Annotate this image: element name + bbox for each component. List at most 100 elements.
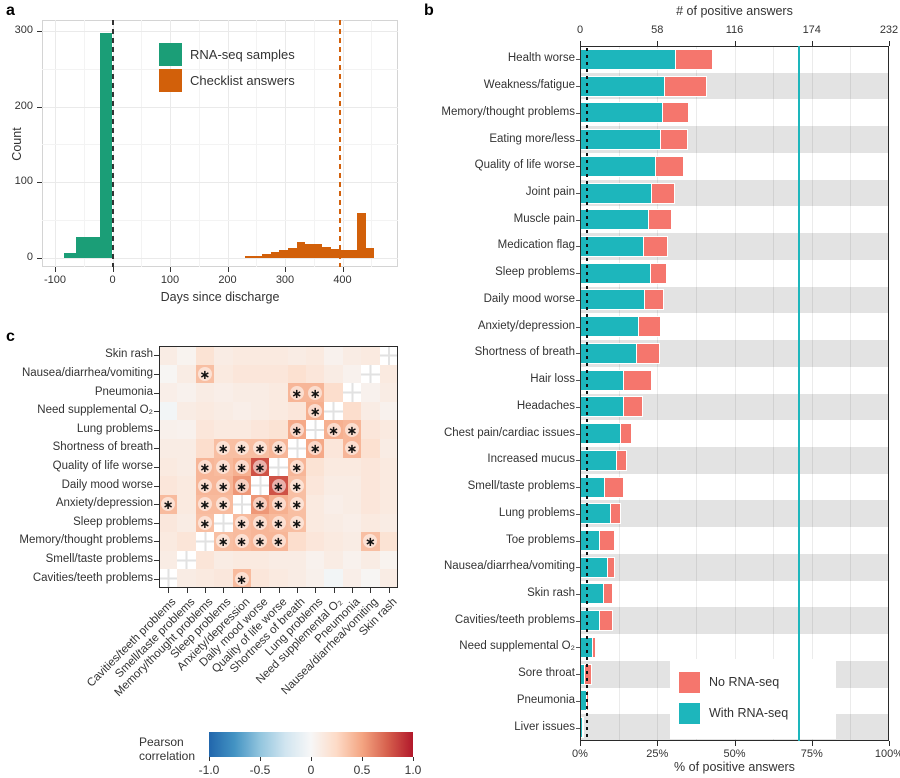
- significance-asterisk: ∗: [271, 478, 286, 494]
- reference-line: [111, 20, 114, 267]
- histogram-bar: [365, 248, 375, 258]
- significance-asterisk: ∗: [271, 497, 286, 513]
- category-label: Chest pain/cardiac issues: [443, 426, 575, 439]
- heatmap-cell-diagonal: [287, 439, 307, 459]
- gridline-v: [618, 46, 620, 741]
- left-tick: [154, 448, 159, 450]
- heatmap-cell: [306, 494, 325, 515]
- heatmap-cell: [214, 383, 234, 403]
- x-tick-label: 0: [109, 274, 116, 286]
- category-label: Anxiety/depression: [477, 319, 575, 332]
- heatmap-cell: [306, 569, 325, 589]
- left-tick: [154, 467, 159, 468]
- heatmap-row-label: Smell/taste problems: [45, 553, 153, 566]
- left-tick: [154, 392, 159, 394]
- bar-no-rnaseq: [606, 556, 615, 578]
- significance-asterisk: ∗: [326, 422, 341, 438]
- significance-asterisk: ∗: [271, 515, 286, 531]
- heatmap-cell: [361, 401, 381, 421]
- heatmap-cell: [159, 532, 178, 552]
- heatmap-cell: [159, 476, 178, 496]
- x-tick: [285, 267, 286, 272]
- colorbar-tick-label: -1.0: [198, 763, 220, 777]
- left-tick: [154, 578, 159, 580]
- row-stripe: [580, 446, 889, 474]
- category-label: Hair loss: [530, 373, 575, 386]
- significance-asterisk: ∗: [363, 534, 378, 550]
- top-tick-label: 58: [651, 24, 664, 36]
- heatmap-cell: [269, 383, 289, 403]
- y-tick: [576, 567, 580, 569]
- colorbar-tick: [362, 757, 363, 761]
- heatmap-row-label: Memory/thought problems: [19, 534, 153, 547]
- category-label: Quality of life worse: [474, 159, 575, 172]
- heatmap-cell: [379, 532, 399, 552]
- heatmap-cell: [214, 346, 234, 366]
- bar-no-rnaseq: [616, 449, 627, 471]
- bar-no-rnaseq: [664, 75, 707, 97]
- row-stripe: [580, 607, 889, 635]
- heatmap-cell-diagonal: [342, 383, 362, 403]
- panel-b-top-axis-title: # of positive answers: [676, 4, 793, 18]
- histogram-bar: [348, 250, 357, 258]
- heatmap-cell: [159, 420, 178, 440]
- heatmap-cell: [342, 494, 362, 515]
- bar-no-rnaseq: [661, 102, 690, 124]
- y-tick: [37, 182, 42, 184]
- heatmap-cell-diagonal: [214, 513, 234, 533]
- significance-asterisk: ∗: [289, 497, 304, 513]
- gridline-v: [342, 20, 344, 267]
- heatmap-cell: [379, 383, 399, 403]
- significance-asterisk: ∗: [253, 515, 268, 531]
- heatmap-row-label: Sleep problems: [73, 515, 153, 528]
- x-tick-label: -100: [43, 274, 67, 286]
- y-tick: [576, 620, 580, 622]
- histogram-bar: [76, 236, 89, 258]
- colorbar-title: Pearson correlation: [139, 735, 196, 763]
- left-tick: [154, 429, 159, 431]
- heatmap-cell: [214, 364, 234, 384]
- bar-with-rnaseq: [580, 182, 652, 204]
- bottom-tick: [352, 588, 354, 593]
- heatmap-cell: [361, 513, 381, 533]
- category-label: Eating more/less: [489, 132, 575, 145]
- bar-with-rnaseq: [580, 235, 644, 257]
- significance-asterisk: ∗: [197, 478, 212, 494]
- heatmap-cell-diagonal: [379, 346, 399, 366]
- heatmap-cell: [232, 420, 252, 440]
- bottom-tick: [315, 588, 317, 593]
- heatmap-cell: [250, 550, 270, 570]
- category-label: Daily mood worse: [483, 292, 575, 305]
- significance-asterisk: ∗: [197, 460, 212, 475]
- gridline-h: [42, 144, 398, 146]
- bottom-tick: [223, 588, 225, 593]
- legend-swatch: [679, 672, 700, 693]
- y-tick: [576, 59, 580, 61]
- significance-asterisk: ∗: [253, 460, 268, 475]
- y-tick: [576, 273, 580, 275]
- significance-asterisk: ∗: [308, 404, 323, 420]
- heatmap-cell: [177, 457, 197, 477]
- left-tick: [154, 485, 159, 487]
- gridline-h: [42, 258, 398, 259]
- bottom-tick: [186, 588, 188, 593]
- legend-label: RNA-seq samples: [190, 47, 295, 62]
- heatmap-cell: [195, 439, 215, 459]
- heatmap-cell: [324, 364, 344, 384]
- y-tick: [576, 700, 580, 702]
- y-tick: [576, 326, 580, 328]
- heatmap-row-label: Daily mood worse: [61, 478, 153, 491]
- y-tick: [576, 513, 580, 515]
- bar-no-rnaseq: [660, 129, 688, 151]
- x-tick-label: 300: [275, 274, 295, 286]
- heatmap-cell-diagonal: [177, 550, 197, 570]
- top-tick-label: 116: [725, 24, 744, 36]
- category-label: Smell/taste problems: [467, 480, 575, 493]
- gridline-h: [42, 106, 398, 108]
- heatmap-cell: [379, 401, 399, 421]
- heatmap-cell: [342, 457, 362, 477]
- bottom-tick: [388, 588, 390, 593]
- heatmap-cell: [269, 420, 289, 440]
- gridline-v: [285, 20, 286, 267]
- bar-with-rnaseq: [580, 583, 604, 605]
